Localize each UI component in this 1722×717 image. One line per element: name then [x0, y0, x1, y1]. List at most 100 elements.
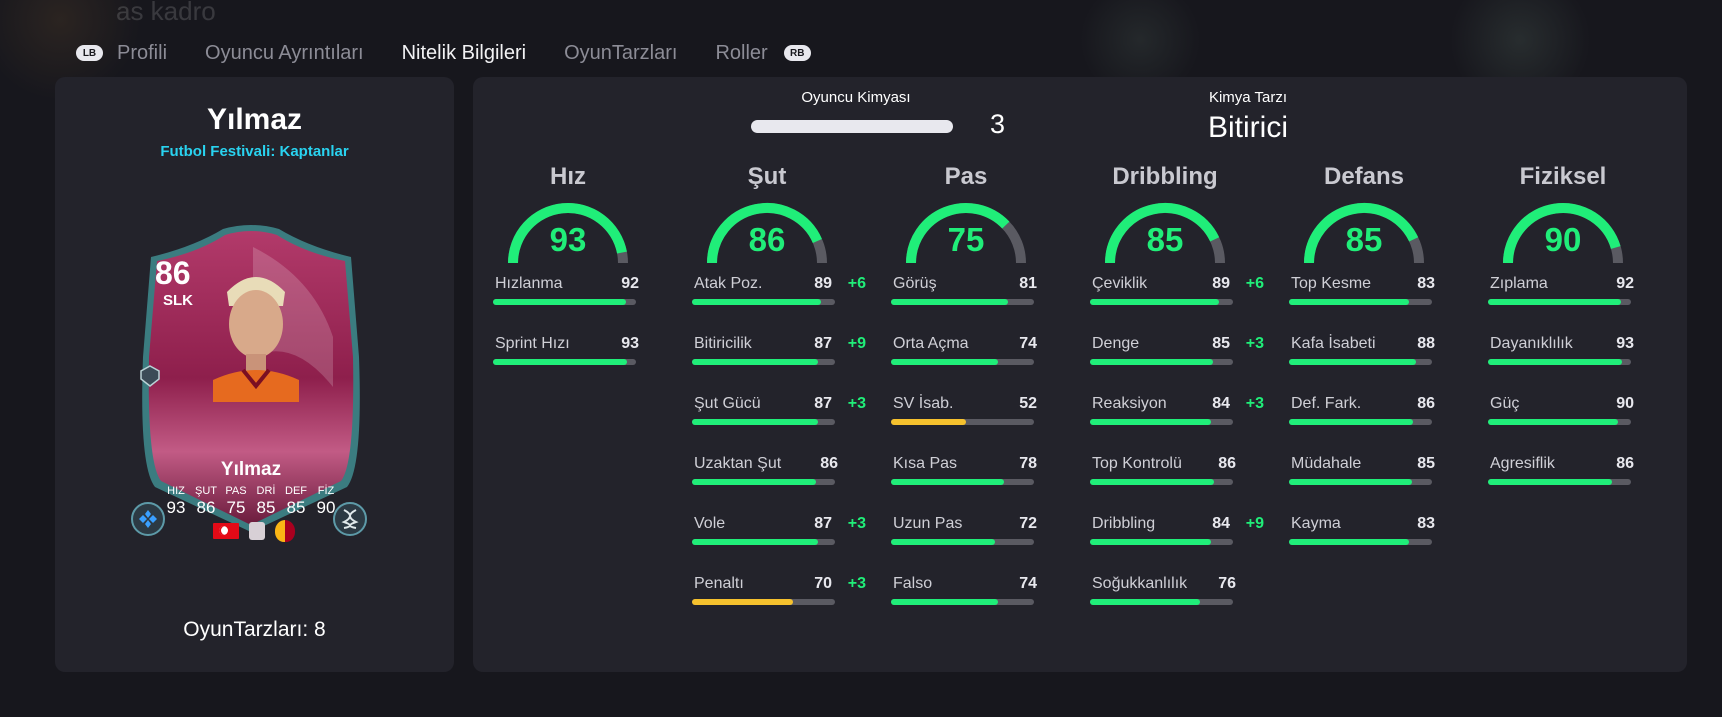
card-stats: HIZ 93 ŞUT 86 PAS 75 DRİ 85 DEF 85 FİZ 90	[161, 485, 341, 518]
player-subtitle: Futbol Festivali: Kaptanlar	[160, 143, 349, 160]
attributes-panel: Oyuncu Kimyası 3 Kimya Tarzı Bitirici Hı…	[473, 77, 1687, 672]
stat-bonus: +3	[847, 395, 866, 412]
stat-bar-fill	[1090, 419, 1212, 425]
stat-bar-track	[1289, 299, 1432, 305]
card-stat-label: DEF	[285, 485, 307, 497]
attribute-title: Fiziksel	[1519, 163, 1607, 190]
stat-row: Uzaktan Şut 86	[692, 449, 842, 509]
card-stat-pas: PAS 75	[221, 485, 251, 518]
card-stat-value: 90	[316, 498, 336, 517]
card-stat-pac: HIZ 93	[161, 485, 191, 518]
attribute-stat-list: Görüş 81 Orta Açma 74 SV İsab. 52 K	[891, 269, 1041, 629]
card-stat-def: DEF 85	[281, 485, 311, 518]
stat-bar-fill	[1090, 539, 1212, 545]
attribute-gauge-value: 93	[549, 221, 587, 258]
player-card[interactable]: 86 SLK Yılmaz HIZ 93 ŞUT 86 PAS 75 DRİ 85 DE…	[131, 217, 369, 542]
gauge-arc	[1503, 203, 1623, 264]
stat-row: SV İsab. 52	[891, 389, 1041, 449]
rb-button-hint[interactable]: RB	[783, 45, 811, 61]
stat-row: Dribbling 84 +9	[1090, 509, 1264, 569]
stat-bar-track	[1289, 539, 1432, 545]
tab-profile[interactable]: Profili	[117, 41, 168, 64]
stat-bar-track	[692, 599, 835, 605]
stat-value: 81	[1019, 275, 1037, 292]
stat-name: Top Kontrolü	[1092, 455, 1182, 472]
card-position: SLK	[163, 292, 193, 309]
stat-value: 87	[814, 395, 832, 412]
stat-name: Bitiricilik	[694, 335, 752, 352]
stat-bar-track	[1289, 359, 1432, 365]
stat-value: 84	[1212, 395, 1230, 412]
stat-name: Reaksiyon	[1092, 395, 1167, 412]
player-portrait	[213, 277, 299, 402]
card-flags	[213, 520, 295, 542]
stat-row: Müdahale 85	[1289, 449, 1439, 509]
stat-bar-fill	[891, 299, 1008, 305]
attribute-gauge-value: 85	[1146, 221, 1184, 258]
attribute-stat-list: Hızlanma 92 Sprint Hızı 93	[493, 269, 643, 389]
stat-bar-fill	[1289, 479, 1412, 485]
stat-row: Vole 87 +3	[692, 509, 866, 569]
attribute-gauge: 85	[1304, 201, 1424, 264]
card-stat-value: 85	[286, 498, 306, 517]
stat-name: Zıplama	[1490, 275, 1548, 292]
stat-value: 85	[1212, 335, 1230, 352]
stat-value: 74	[1019, 575, 1037, 592]
stat-value: 93	[1616, 335, 1634, 352]
stat-row: Bitiricilik 87 +9	[692, 329, 866, 389]
stat-bonus: +6	[847, 275, 866, 292]
stat-row: Def. Fark. 86	[1289, 389, 1439, 449]
stat-bar-track	[1090, 539, 1233, 545]
card-stat-dri: DRİ 85	[251, 485, 281, 518]
stat-row: Şut Gücü 87 +3	[692, 389, 866, 449]
stat-bonus: +9	[847, 335, 866, 352]
stat-name: Top Kesme	[1291, 275, 1372, 292]
stat-bar-track	[1090, 599, 1233, 605]
stat-value: 86	[1218, 455, 1236, 472]
stat-value: 87	[814, 335, 832, 352]
tab-roles[interactable]: Roller	[715, 41, 768, 64]
stat-row: Dayanıklılık 93	[1488, 329, 1638, 389]
gauge-arc	[1304, 203, 1424, 264]
club-logo-icon	[275, 520, 295, 542]
stat-bar-track	[1289, 419, 1432, 425]
player-name: Yılmaz	[206, 103, 303, 136]
stat-bar-fill	[692, 599, 794, 605]
stat-bar-track	[493, 299, 636, 305]
tab-player-details[interactable]: Oyuncu Ayrıntıları	[205, 41, 364, 64]
stat-row: Kısa Pas 78	[891, 449, 1041, 509]
stat-name: Kafa İsabeti	[1291, 335, 1376, 352]
gauge-arc	[508, 203, 628, 264]
stat-bar-fill	[891, 359, 998, 365]
gauge-arc	[707, 203, 827, 264]
attribute-gauge-value: 90	[1544, 221, 1582, 258]
chemistry-value: 3	[990, 109, 1006, 139]
tab-attributes[interactable]: Nitelik Bilgileri	[401, 41, 527, 64]
stat-bar-track	[1488, 359, 1631, 365]
attribute-column: Hız 93 Hızlanma 92 Sprint Hızı 93	[493, 163, 643, 389]
playstyles-count: OyunTarzları: 8	[183, 618, 326, 641]
stat-value: 90	[1616, 395, 1634, 412]
attribute-title: Hız	[550, 163, 586, 190]
stat-name: Dribbling	[1092, 515, 1156, 532]
stat-row: Zıplama 92	[1488, 269, 1638, 329]
tab-playstyles[interactable]: OyunTarzları	[564, 41, 678, 64]
stat-bonus: +3	[847, 515, 866, 532]
stat-name: Uzun Pas	[893, 515, 963, 532]
gauge-arc	[906, 203, 1026, 264]
attribute-stat-list: Çeviklik 89 +6 Denge 85 +3 Reaksiyon 84 …	[1090, 269, 1264, 629]
stat-bar-track	[891, 479, 1034, 485]
stat-row: Hızlanma 92	[493, 269, 643, 329]
stat-name: Hızlanma	[495, 275, 563, 292]
stat-bonus: +3	[1245, 335, 1264, 352]
chemistry-style-value: Bitirici	[1208, 111, 1288, 144]
stat-name: Çeviklik	[1092, 275, 1148, 292]
stat-row: Soğukkanlılık 76	[1090, 569, 1240, 629]
stat-bar-fill	[692, 539, 818, 545]
lb-button-hint[interactable]: LB	[76, 45, 103, 61]
stat-name: Güç	[1490, 395, 1520, 412]
stat-name: Def. Fark.	[1291, 395, 1362, 412]
stat-row: Reaksiyon 84 +3	[1090, 389, 1264, 449]
stat-value: 89	[814, 275, 832, 292]
stat-value: 92	[621, 275, 639, 292]
